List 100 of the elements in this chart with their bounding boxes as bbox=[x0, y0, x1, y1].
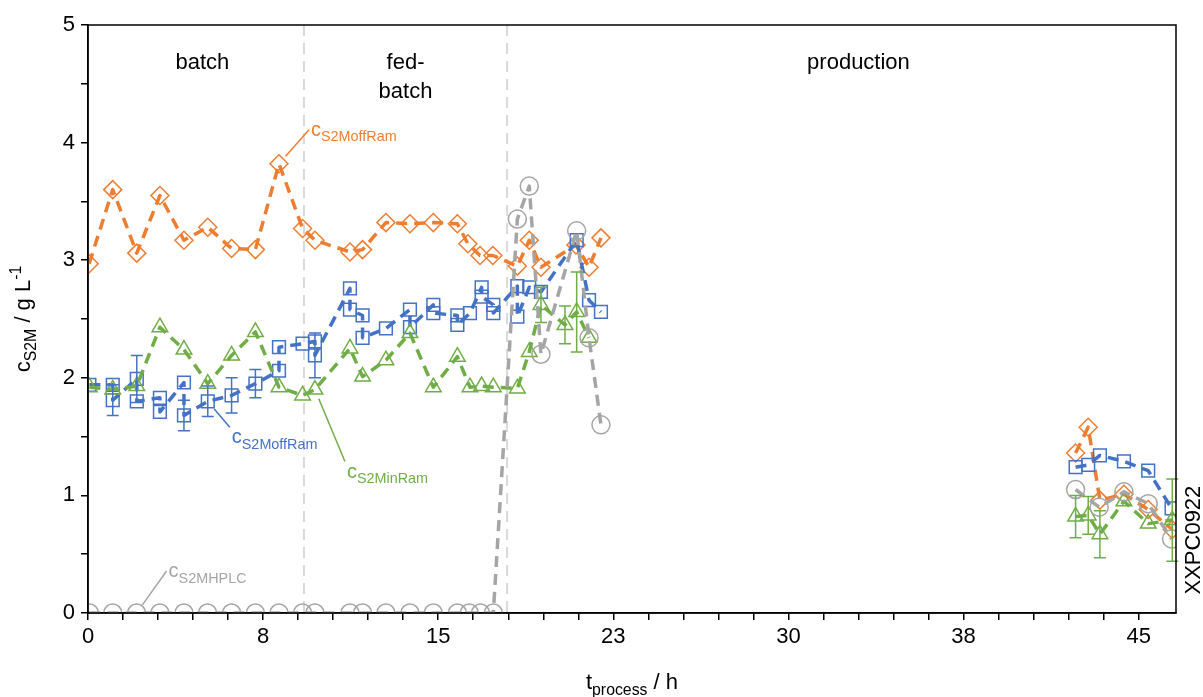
point bbox=[486, 306, 501, 321]
x-tick-label: 15 bbox=[425, 623, 451, 649]
point bbox=[307, 334, 323, 349]
x-tick-label: 8 bbox=[256, 623, 270, 649]
point bbox=[152, 390, 168, 405]
point bbox=[1091, 524, 1109, 540]
point bbox=[176, 375, 192, 390]
y-tick-label: 0 bbox=[62, 599, 75, 625]
point bbox=[224, 388, 239, 403]
point bbox=[1078, 417, 1098, 437]
point bbox=[200, 394, 215, 409]
point bbox=[510, 278, 525, 294]
y-tick-label: 2 bbox=[62, 363, 75, 389]
point bbox=[355, 330, 370, 345]
point bbox=[199, 373, 217, 389]
point bbox=[473, 376, 491, 392]
point bbox=[307, 348, 323, 363]
point bbox=[342, 281, 358, 296]
annotation: production bbox=[807, 48, 910, 74]
point bbox=[424, 377, 442, 393]
point bbox=[486, 297, 501, 312]
point bbox=[376, 212, 396, 233]
point bbox=[292, 218, 313, 239]
point bbox=[519, 176, 540, 196]
point bbox=[520, 342, 538, 358]
point bbox=[174, 230, 194, 250]
y-tick-label: 5 bbox=[62, 11, 75, 37]
point bbox=[556, 315, 574, 331]
point bbox=[269, 154, 289, 174]
annotation: batch bbox=[175, 48, 230, 74]
point bbox=[531, 344, 551, 365]
point bbox=[198, 217, 218, 238]
point bbox=[400, 213, 420, 234]
point bbox=[355, 308, 370, 323]
y-tick-label: 3 bbox=[62, 246, 75, 272]
point bbox=[175, 339, 193, 355]
text: XXPC0922 bbox=[1180, 485, 1203, 595]
point bbox=[306, 379, 324, 395]
point bbox=[532, 295, 550, 311]
point bbox=[129, 371, 144, 387]
point bbox=[566, 221, 587, 241]
x-tick-label: 45 bbox=[1126, 623, 1151, 649]
point bbox=[484, 377, 502, 393]
y-tick-label: 1 bbox=[62, 481, 75, 507]
point bbox=[342, 302, 358, 317]
point bbox=[426, 297, 441, 312]
point bbox=[531, 257, 551, 278]
point bbox=[474, 280, 489, 295]
point bbox=[402, 320, 418, 335]
point bbox=[423, 212, 444, 233]
point bbox=[378, 321, 394, 336]
point bbox=[450, 317, 465, 332]
point bbox=[341, 338, 359, 354]
annotation: fed- batch bbox=[378, 48, 433, 103]
point bbox=[223, 345, 241, 361]
point bbox=[461, 377, 479, 393]
point bbox=[450, 308, 465, 323]
point bbox=[507, 209, 528, 229]
point bbox=[458, 233, 478, 254]
point bbox=[271, 363, 287, 378]
point bbox=[448, 346, 466, 362]
point bbox=[593, 304, 609, 320]
point bbox=[295, 336, 310, 351]
point bbox=[483, 245, 503, 266]
point bbox=[402, 302, 418, 317]
x-tick-label: 30 bbox=[776, 623, 801, 649]
point bbox=[462, 306, 478, 321]
point bbox=[305, 230, 325, 250]
point bbox=[151, 317, 169, 333]
point bbox=[579, 257, 599, 278]
point bbox=[128, 376, 146, 392]
point bbox=[568, 302, 586, 318]
point bbox=[533, 284, 549, 300]
point bbox=[270, 377, 288, 393]
y-tick-label: 4 bbox=[62, 128, 75, 154]
point bbox=[1139, 513, 1157, 529]
point bbox=[129, 394, 144, 409]
point bbox=[245, 239, 266, 260]
point bbox=[519, 230, 540, 250]
point bbox=[248, 376, 263, 391]
point bbox=[447, 213, 468, 234]
x-tick-label: 38 bbox=[951, 623, 976, 649]
point bbox=[426, 306, 441, 321]
y-axis-title: cS2M / g L-1 bbox=[6, 265, 40, 373]
point bbox=[508, 378, 526, 394]
point bbox=[127, 243, 147, 263]
point bbox=[401, 323, 419, 339]
point bbox=[103, 179, 123, 200]
point bbox=[1079, 505, 1097, 521]
x-tick-label: 0 bbox=[81, 623, 95, 649]
point bbox=[294, 385, 312, 401]
point bbox=[354, 366, 372, 382]
point bbox=[352, 239, 373, 260]
point bbox=[377, 350, 395, 366]
point bbox=[271, 340, 287, 355]
x-tick-label: 23 bbox=[601, 623, 626, 649]
point bbox=[470, 245, 490, 266]
point bbox=[1067, 506, 1085, 522]
point bbox=[150, 185, 170, 206]
point bbox=[507, 256, 528, 276]
